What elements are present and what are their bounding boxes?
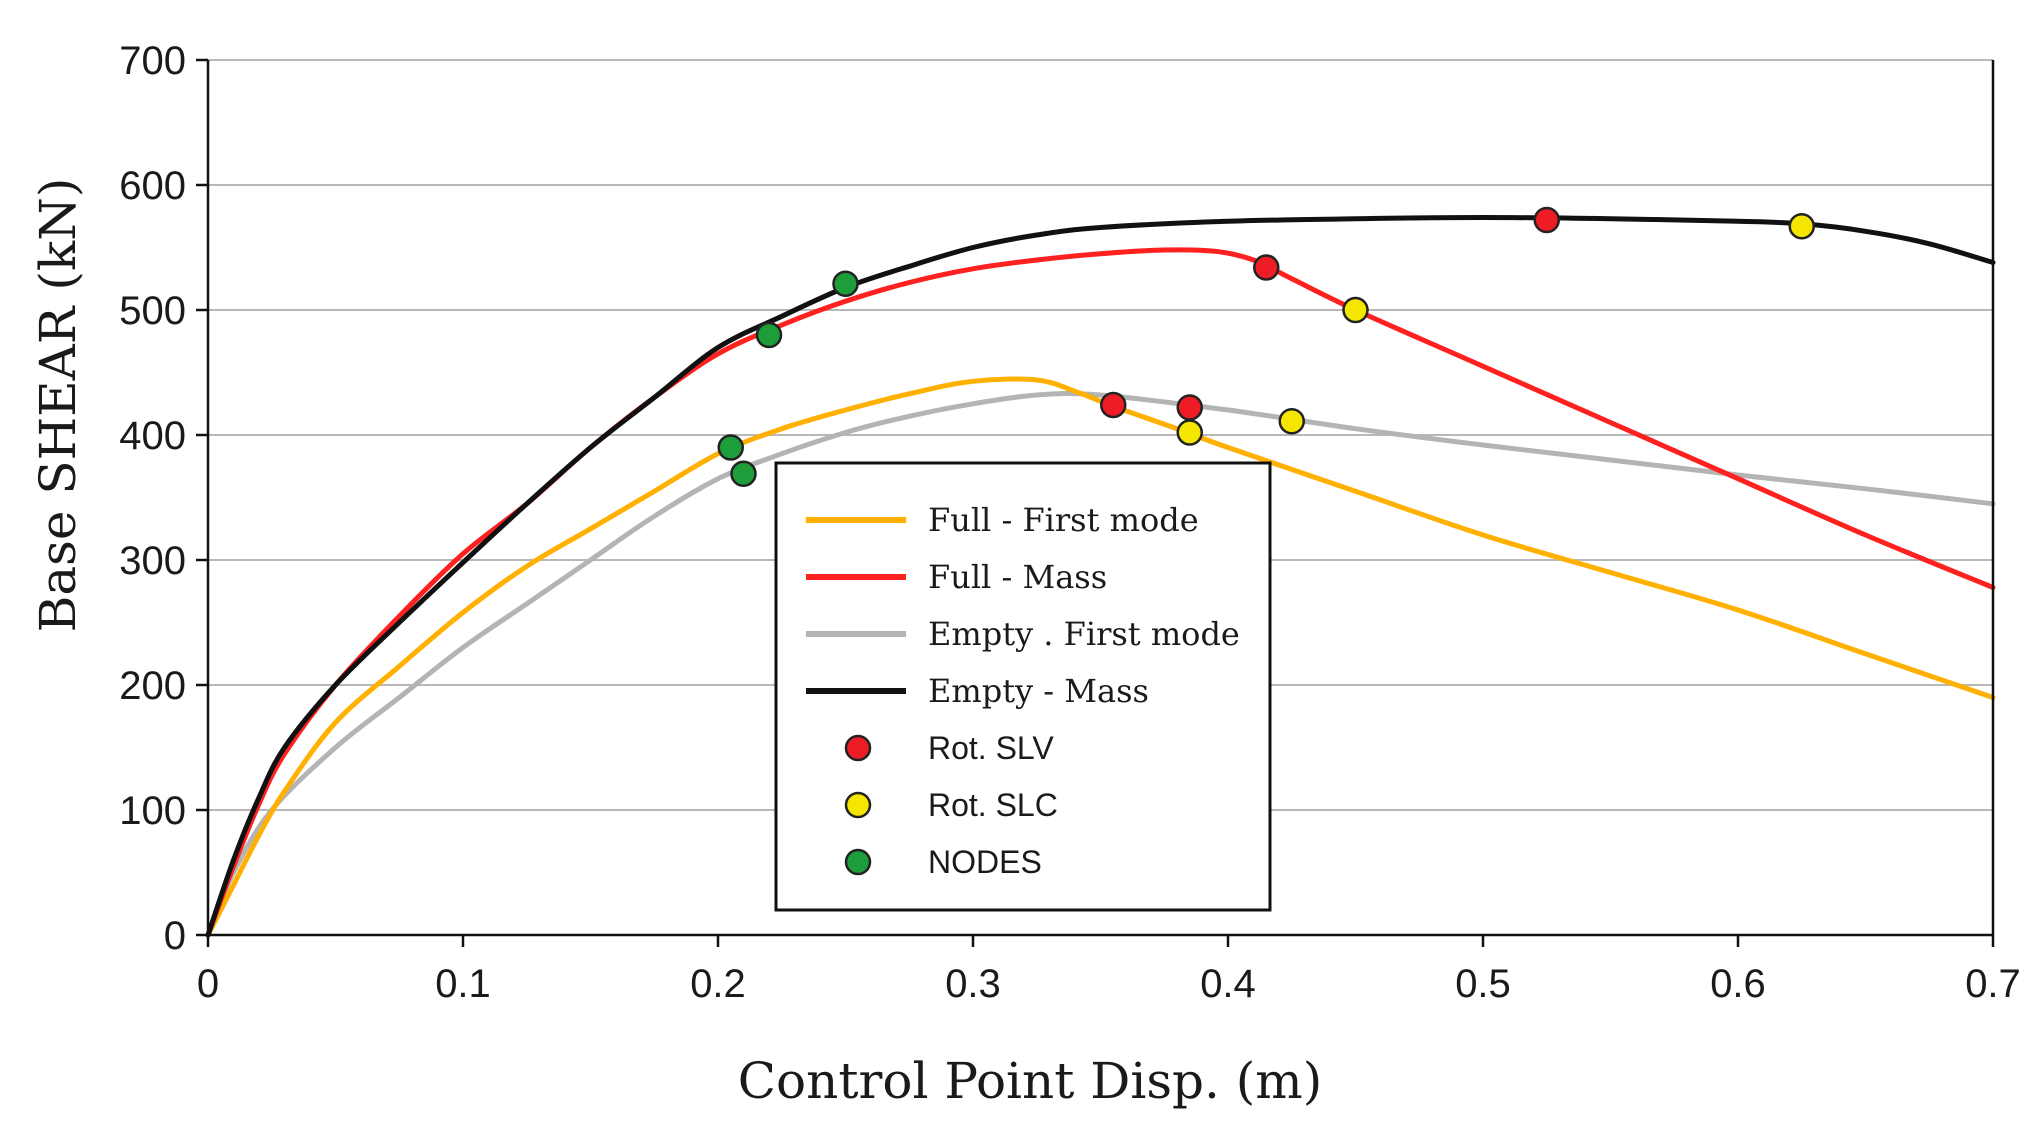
- legend-label: Rot. SLC: [928, 787, 1058, 823]
- marker-rot-slc: [1342, 296, 1369, 324]
- series-line-full-first-mode: [205, 376, 1996, 938]
- legend-swatch-marker: [844, 791, 872, 819]
- axes-layer: 0 100 200 300 400 500 600 700 0 0.1 0.2 0.3 0.4 0.5 0.…: [119, 39, 2021, 1006]
- y-tick-label: 100: [119, 789, 186, 833]
- y-tick-label: 600: [119, 164, 186, 208]
- y-tick-label: 200: [119, 664, 186, 708]
- legend-swatch-marker: [844, 734, 872, 762]
- x-tick-label: 0.5: [1455, 962, 1511, 1006]
- marker-rot-slc: [1788, 213, 1815, 240]
- marker-rot-slv: [1253, 254, 1280, 281]
- x-tick-label: 0.3: [945, 962, 1001, 1006]
- legend-label: Empty . First mode: [928, 615, 1240, 653]
- y-tick-label: 500: [119, 289, 186, 333]
- x-axis-title: Control Point Disp. (m): [738, 1052, 1322, 1110]
- y-tick-label: 300: [119, 539, 186, 583]
- legend-label: Empty - Mass: [928, 672, 1149, 710]
- marker-nodes: [730, 460, 757, 487]
- x-tick-label: 0.2: [690, 962, 746, 1006]
- legend-swatch-marker: [844, 848, 872, 876]
- marker-layer: [717, 206, 1815, 487]
- marker-nodes: [755, 321, 783, 349]
- y-axis-title: Base SHEAR (kN): [29, 178, 87, 633]
- x-tick-label: 0: [197, 962, 219, 1006]
- legend: Full - First mode Full - Mass Empty . Firs…: [774, 461, 1272, 912]
- marker-rot-slc: [1176, 419, 1203, 446]
- marker-nodes: [717, 434, 744, 461]
- marker-nodes: [832, 270, 859, 297]
- y-tick-label: 700: [119, 39, 186, 83]
- legend-label: NODES: [928, 844, 1042, 880]
- series-line-full-mass: [205, 247, 1996, 938]
- series-layer: [205, 215, 1996, 938]
- series-line-empty-mass: [205, 215, 1996, 938]
- legend-label: Full - First mode: [928, 501, 1199, 539]
- y-tick-label: 0: [164, 914, 186, 958]
- legend-label: Full - Mass: [928, 558, 1107, 596]
- marker-rot-slc: [1278, 408, 1305, 435]
- series-line-empty-first-mode: [205, 391, 1996, 938]
- x-tick-label: 0.1: [435, 962, 491, 1006]
- legend-label: Rot. SLV: [928, 730, 1054, 766]
- y-tick-label: 400: [119, 414, 186, 458]
- marker-rot-slv: [1176, 394, 1203, 421]
- marker-rot-slv: [1533, 206, 1560, 234]
- x-tick-label: 0.7: [1965, 962, 2021, 1006]
- x-tick-label: 0.4: [1200, 962, 1256, 1006]
- x-tick-label: 0.6: [1710, 962, 1766, 1006]
- marker-rot-slv: [1100, 391, 1127, 419]
- legend-box: [774, 461, 1272, 912]
